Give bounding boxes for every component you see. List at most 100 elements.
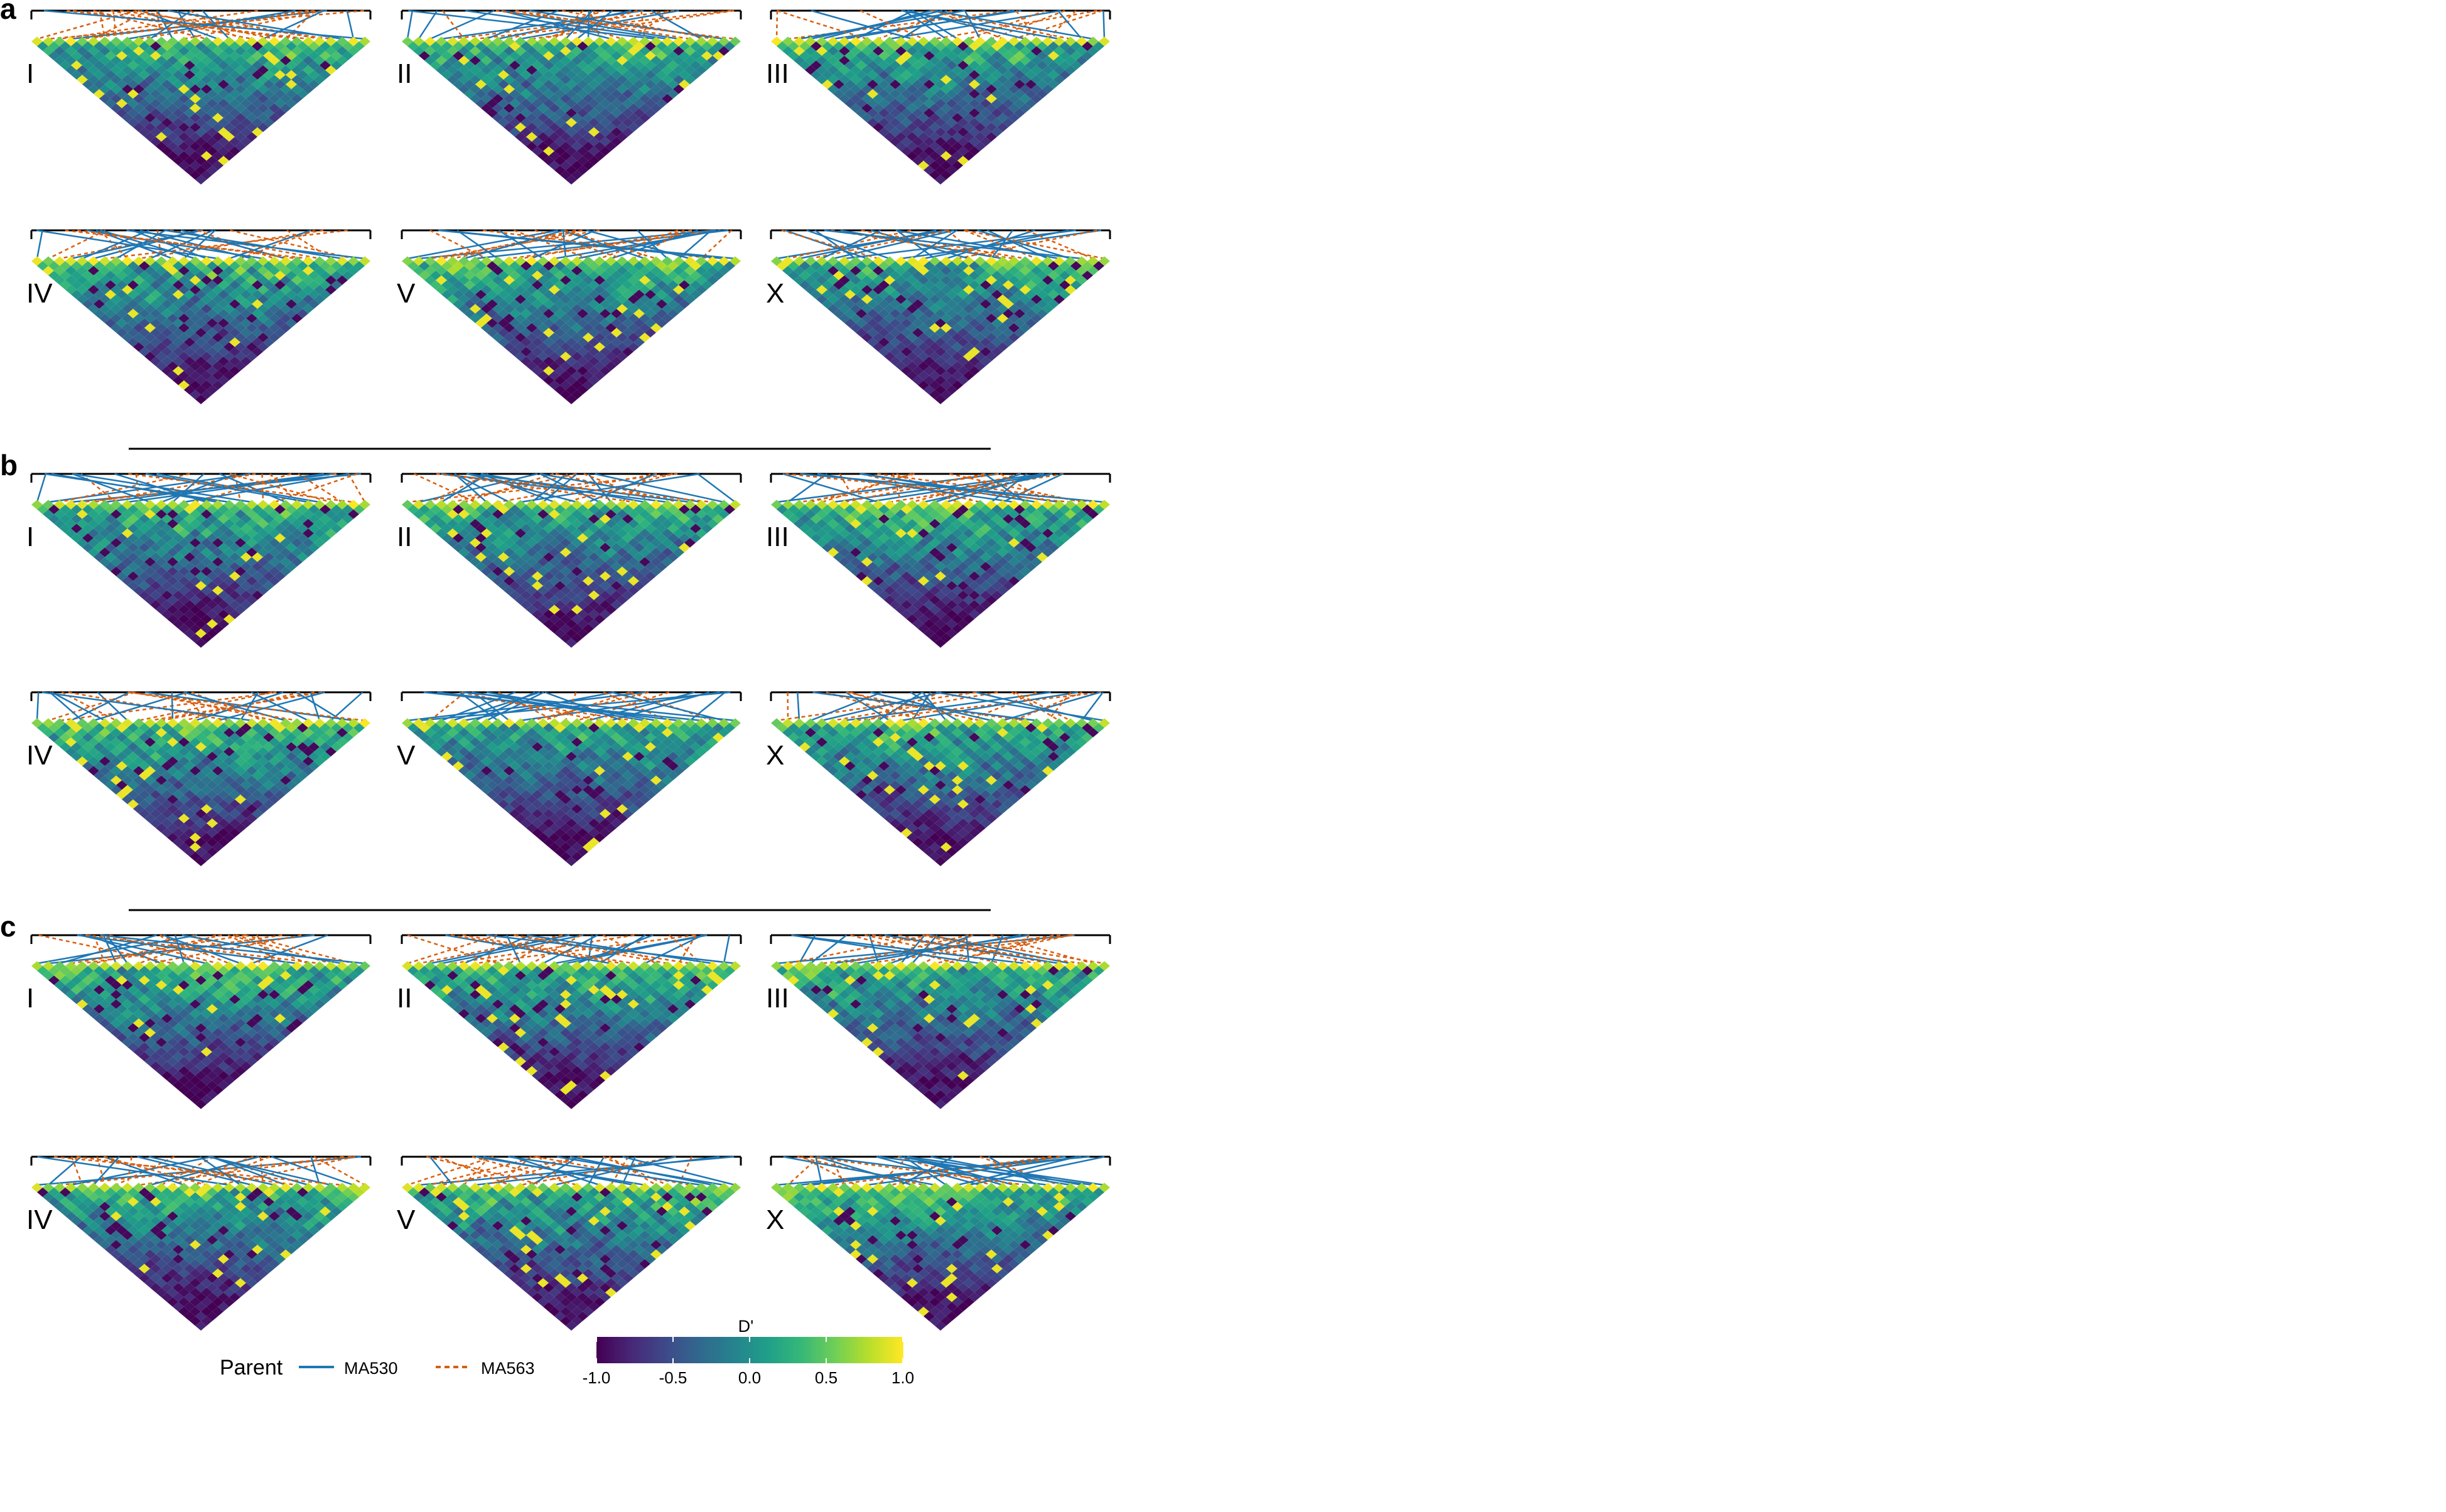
- ld-cell: [481, 55, 492, 65]
- ld-cell: [952, 65, 963, 75]
- ld-cell: [207, 165, 218, 175]
- ld-cell: [314, 55, 325, 65]
- ld-cell: [269, 65, 280, 75]
- ld-cell: [481, 65, 492, 75]
- ld-cell: [997, 65, 1008, 75]
- ld-cell: [969, 60, 980, 70]
- ld-cell: [453, 60, 464, 70]
- chrom-label: II: [397, 58, 412, 89]
- ld-cell: [173, 41, 184, 51]
- marker-link-ma530: [800, 473, 1105, 503]
- ld-cell: [122, 36, 133, 46]
- marker-link-ma530: [406, 10, 413, 40]
- ld-cell: [201, 161, 212, 171]
- marker-link-ma563: [168, 9, 320, 40]
- ld-cell: [924, 60, 935, 70]
- chrom-plot-a-III: III: [766, 9, 1111, 185]
- marker-link-ma563: [65, 229, 309, 260]
- ld-cell: [320, 60, 331, 70]
- ld-cell: [788, 41, 799, 51]
- ld-cell: [1048, 60, 1059, 70]
- marker-link-ma530: [82, 229, 149, 260]
- ld-cell: [303, 55, 314, 65]
- ld-cell: [1031, 65, 1042, 75]
- ld-cell: [730, 36, 741, 46]
- chrom-label: IV: [26, 278, 53, 309]
- ld-cell: [348, 46, 359, 56]
- ld-cell: [549, 65, 560, 75]
- ld-cell: [184, 60, 195, 70]
- ld-cell: [144, 55, 156, 65]
- marker-link-ma530: [501, 9, 612, 40]
- ld-cell: [662, 55, 673, 65]
- ld-cell: [122, 65, 133, 75]
- ld-cell: [656, 60, 667, 70]
- ld-cell: [963, 36, 974, 46]
- ld-cell: [667, 41, 679, 51]
- ld-cell: [286, 60, 297, 70]
- marker-link-ma530: [165, 229, 343, 260]
- marker-link-ma563: [93, 9, 207, 40]
- ld-cell: [470, 55, 481, 65]
- ld-cell: [861, 36, 873, 46]
- ld-cell: [594, 55, 605, 65]
- ld-cell: [811, 41, 822, 51]
- ld-cell: [167, 65, 178, 75]
- ld-cell: [190, 161, 201, 171]
- marker-link-ma563: [99, 10, 106, 40]
- marker-link-ma563: [859, 9, 924, 40]
- ld-cell: [257, 55, 269, 65]
- ld-cell: [549, 161, 560, 171]
- marker-link-ma563: [1013, 9, 1102, 40]
- ld-cell: [60, 41, 71, 51]
- ld-cell: [509, 60, 520, 70]
- ld-cell: [549, 55, 560, 65]
- ld-cell: [280, 55, 291, 65]
- marker-link-ma530: [86, 229, 264, 260]
- ld-cell: [771, 36, 782, 46]
- ld-cell: [532, 41, 543, 51]
- ld-cell: [105, 60, 116, 70]
- ld-cell: [359, 36, 370, 46]
- ld-cell: [436, 65, 447, 75]
- ld-cell: [684, 55, 696, 65]
- marker-link-ma530: [36, 229, 218, 260]
- marker-link-ma530: [1102, 10, 1106, 40]
- ld-cell: [1025, 60, 1037, 70]
- ld-cell: [935, 174, 946, 185]
- ld-cell: [274, 60, 286, 70]
- ld-cell: [963, 55, 974, 65]
- marker-link-ma530: [97, 692, 128, 721]
- ld-cell: [54, 36, 65, 46]
- ld-cell: [1082, 41, 1093, 51]
- ld-cell: [583, 36, 594, 46]
- ld-cell: [475, 41, 487, 51]
- ld-cell: [280, 103, 291, 113]
- ld-cell: [201, 65, 212, 75]
- ld-cell: [1059, 70, 1070, 80]
- ld-cell: [696, 65, 707, 75]
- ld-cell: [48, 41, 60, 51]
- chrom-label: I: [26, 522, 34, 552]
- ld-cell: [605, 36, 617, 46]
- ld-cell: [110, 55, 122, 65]
- ld-cell: [907, 65, 918, 75]
- ld-cell: [178, 65, 190, 75]
- ld-cell: [520, 41, 532, 51]
- ld-cell: [532, 60, 543, 70]
- ld-cell: [718, 46, 730, 56]
- ld-cell: [150, 60, 161, 70]
- ld-cell: [195, 174, 207, 185]
- ld-cell: [235, 36, 246, 46]
- ld-cell: [520, 60, 532, 70]
- ld-cell: [946, 60, 957, 70]
- ld-cell: [1076, 36, 1087, 46]
- marker-link-ma563: [777, 9, 868, 40]
- ld-cell: [150, 41, 161, 51]
- ld-cell: [88, 55, 99, 65]
- ld-cell: [269, 36, 280, 46]
- ld-cell: [430, 60, 441, 70]
- ld-cell: [946, 41, 957, 51]
- ld-cell: [952, 36, 963, 46]
- ld-cell: [884, 55, 895, 65]
